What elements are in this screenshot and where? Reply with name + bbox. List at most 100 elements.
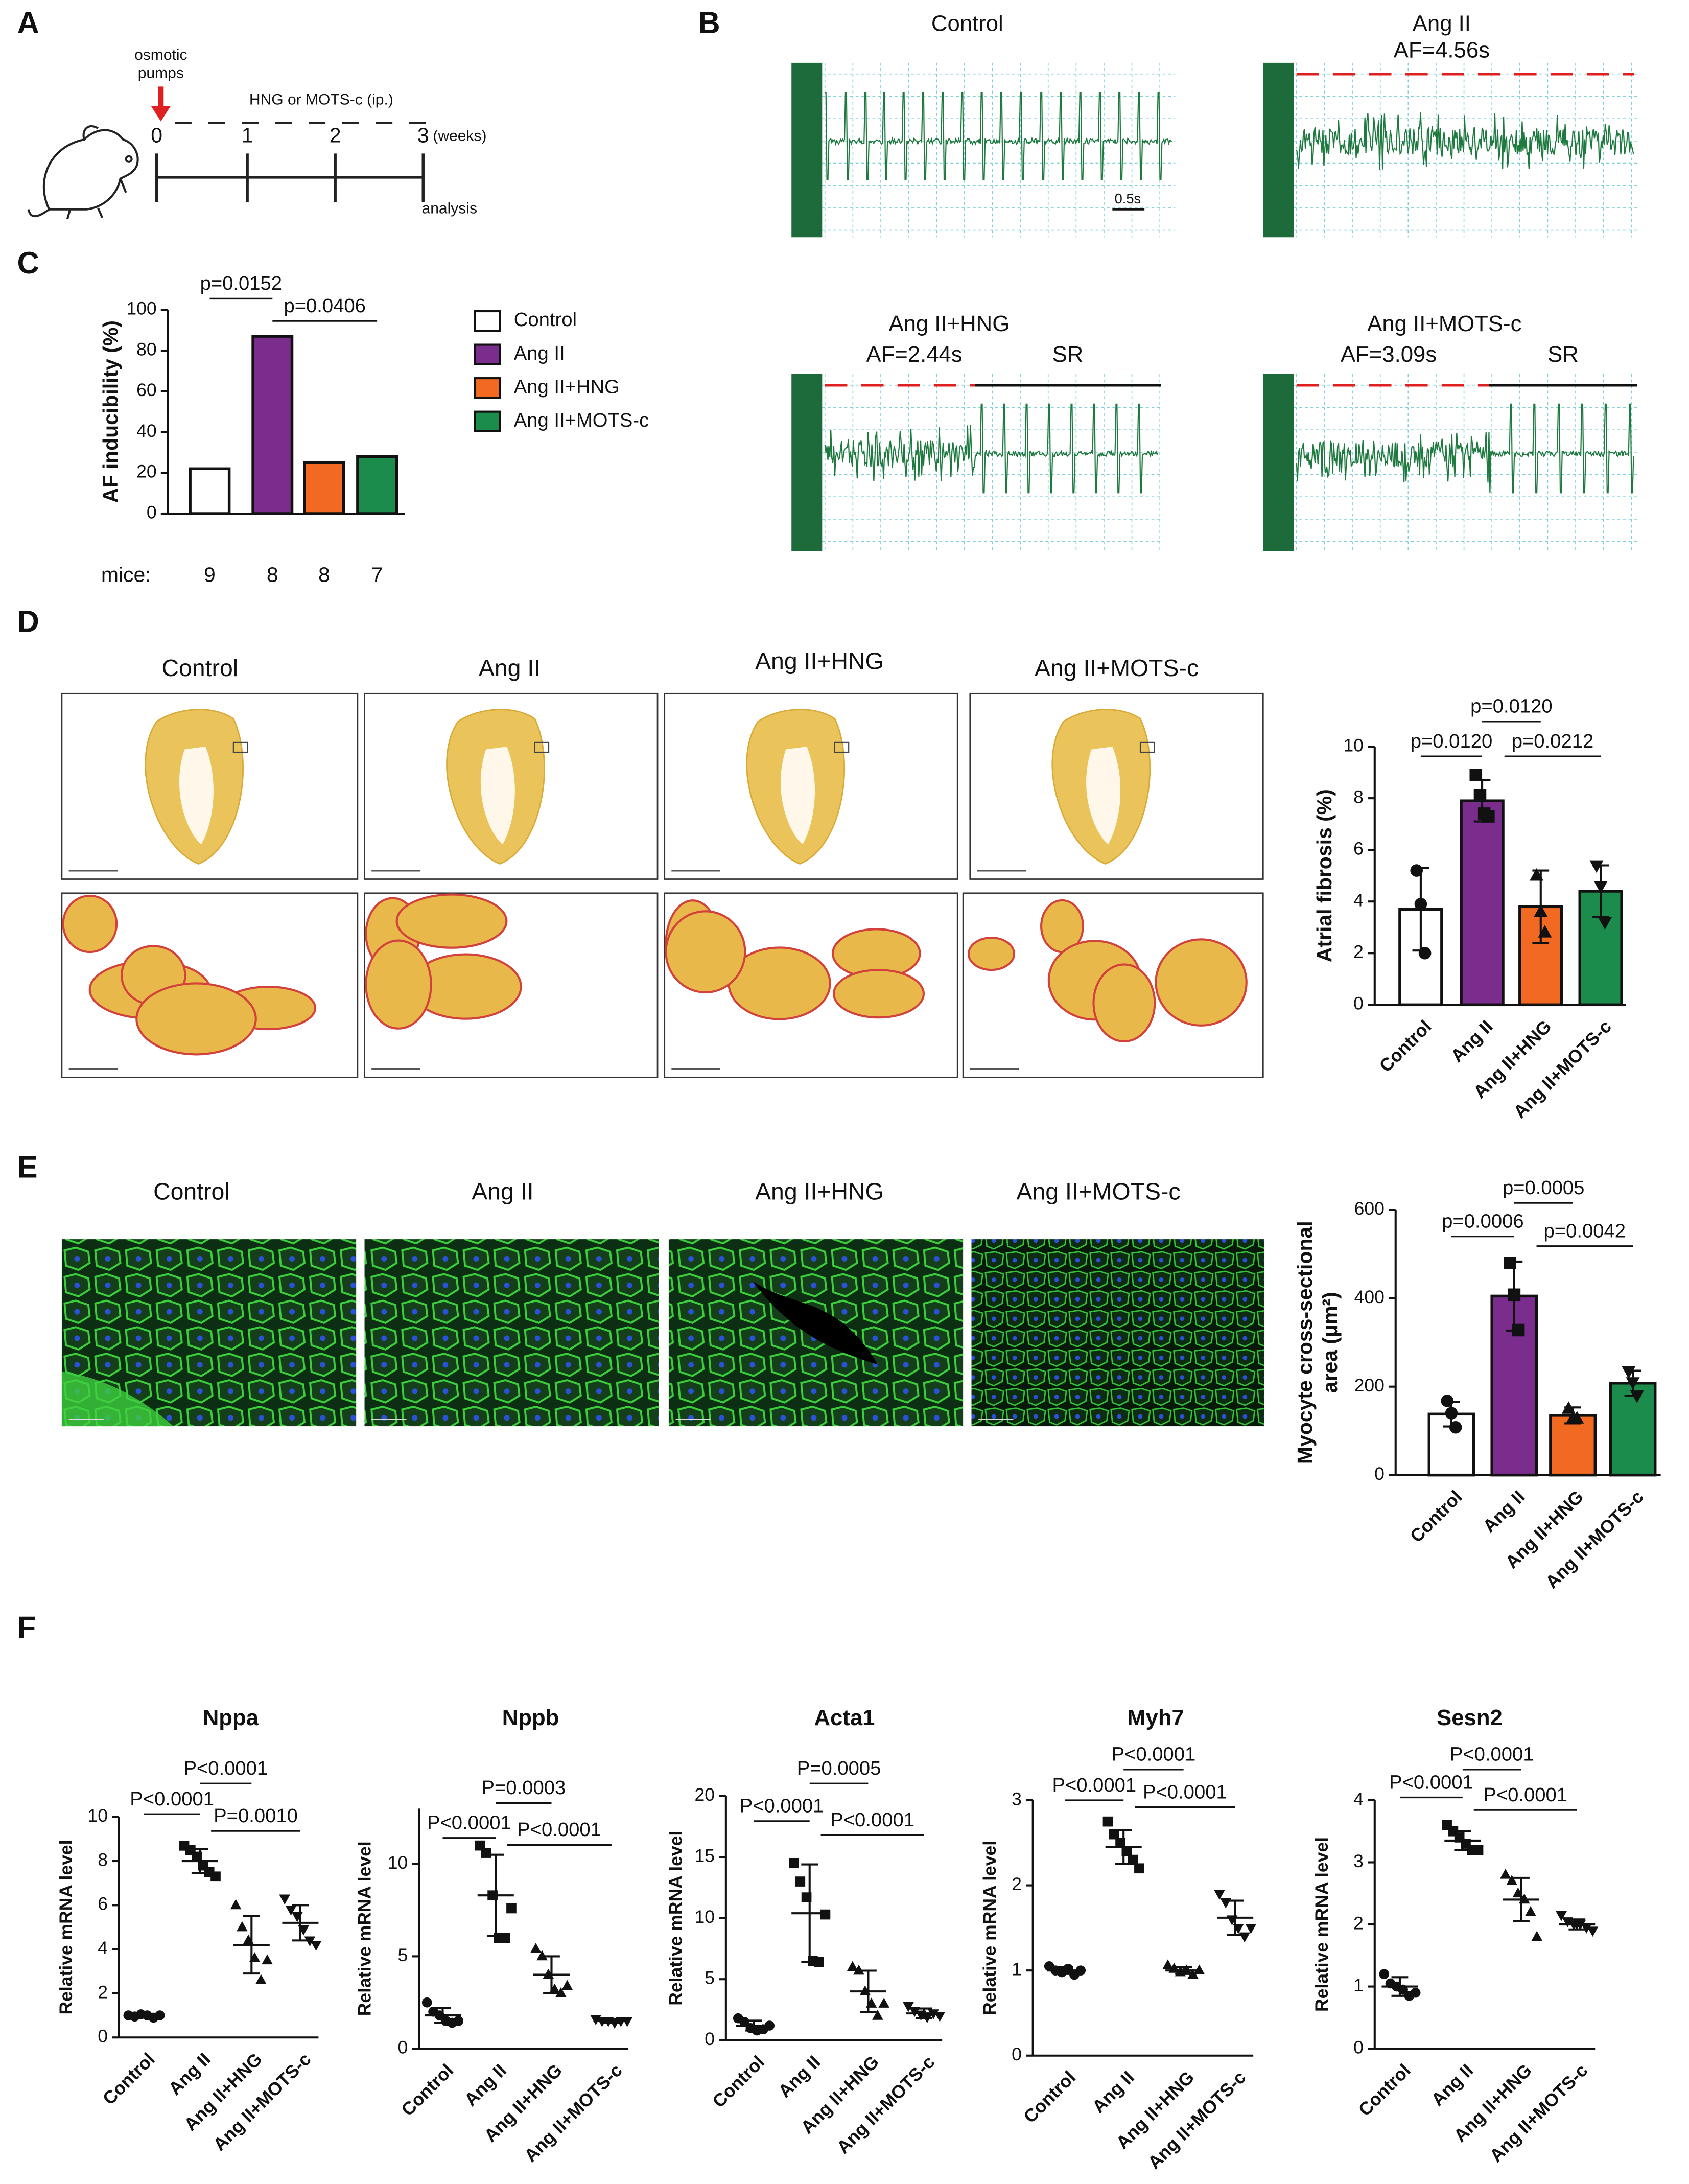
point bbox=[1473, 1845, 1484, 1855]
y-tick-label: 2 bbox=[1353, 942, 1364, 962]
p-value: p=0.0212 bbox=[1512, 730, 1593, 752]
ecg-title: Ang II+MOTS-c bbox=[1367, 311, 1521, 336]
point bbox=[1121, 1846, 1132, 1856]
histology-title: Control bbox=[161, 655, 238, 681]
point bbox=[1593, 881, 1608, 894]
week-unit: (weeks) bbox=[433, 128, 486, 145]
myocardium bbox=[1155, 938, 1248, 1027]
point bbox=[1562, 1917, 1574, 1927]
y-tick-label: 200 bbox=[1354, 1375, 1385, 1396]
y-axis-label: Relative mRNA level bbox=[666, 1831, 686, 2006]
point bbox=[543, 1968, 554, 1979]
y-tick-label: 0 bbox=[705, 2029, 715, 2049]
p-value: p=0.0406 bbox=[284, 295, 365, 317]
point bbox=[536, 1950, 548, 1961]
point bbox=[1410, 864, 1423, 877]
y-tick-label: 20 bbox=[136, 461, 157, 482]
y-tick-label: 4 bbox=[98, 1938, 108, 1958]
y-tick-label: 1 bbox=[1012, 1959, 1022, 1980]
x-tick-label: Ang II bbox=[1088, 2067, 1138, 2117]
endpoint-label: analysis bbox=[422, 200, 478, 217]
legend-label: Ang II+HNG bbox=[514, 376, 620, 398]
pump-label: osmotic bbox=[134, 47, 187, 63]
y-tick-label: 4 bbox=[1353, 890, 1364, 911]
y-tick-label: 80 bbox=[136, 339, 157, 359]
p-value: p=0.0005 bbox=[1503, 1177, 1584, 1199]
point bbox=[1109, 1829, 1119, 1840]
point bbox=[255, 1974, 267, 1984]
count-heading: mice: bbox=[101, 563, 151, 587]
histology-title: Ang II bbox=[479, 655, 541, 681]
panel-label: D bbox=[17, 605, 39, 639]
x-tick-label: Ang II bbox=[1479, 1486, 1529, 1537]
y-tick-label: 3 bbox=[1012, 1788, 1022, 1809]
point bbox=[1508, 1288, 1521, 1302]
point bbox=[1506, 1875, 1517, 1885]
myocardium bbox=[62, 894, 118, 954]
point bbox=[1410, 1987, 1421, 1998]
y-tick-label: 0 bbox=[1374, 1463, 1385, 1484]
mouse-legs bbox=[66, 178, 127, 220]
week-label: 1 bbox=[242, 123, 253, 147]
p-value: P<0.0001 bbox=[130, 1788, 214, 1810]
bar bbox=[251, 335, 294, 515]
y-tick-label: 0 bbox=[1353, 2037, 1364, 2057]
panel-label: A bbox=[17, 6, 39, 40]
point bbox=[1504, 1257, 1516, 1269]
point bbox=[801, 1892, 812, 1902]
point bbox=[1518, 1893, 1530, 1904]
p-value: P<0.0001 bbox=[740, 1795, 824, 1817]
tissue-edge bbox=[61, 1372, 174, 1427]
point bbox=[262, 1954, 273, 1965]
y-axis-label: Myocyte cross-sectional bbox=[1293, 1221, 1317, 1464]
ecg-block bbox=[1263, 62, 1294, 238]
y-tick-label: 15 bbox=[695, 1846, 715, 1866]
point bbox=[1075, 1965, 1086, 1976]
mouse-outline bbox=[27, 125, 139, 218]
y-tick-label: 5 bbox=[397, 1945, 408, 1965]
legend-label: Control bbox=[514, 309, 577, 331]
x-tick-label: Control bbox=[99, 2049, 159, 2109]
point bbox=[1414, 897, 1427, 911]
point bbox=[237, 1921, 248, 1932]
x-tick-label: Ang II bbox=[774, 2052, 824, 2102]
point bbox=[872, 2010, 883, 2020]
y-axis-label: AF inducibility (%) bbox=[99, 320, 122, 503]
point bbox=[1168, 1963, 1180, 1973]
point bbox=[549, 1983, 560, 1994]
y-tick-label: 2 bbox=[1353, 1913, 1364, 1933]
point bbox=[192, 1851, 202, 1862]
x-tick-label: Ang II+MOTS-c bbox=[833, 2052, 939, 2158]
point bbox=[1441, 1395, 1454, 1407]
inset-box bbox=[834, 741, 850, 753]
p-value: P<0.0001 bbox=[1389, 1771, 1473, 1793]
y-tick-label: 6 bbox=[98, 1894, 108, 1914]
point bbox=[1449, 1421, 1462, 1434]
point bbox=[1181, 1964, 1192, 1975]
x-tick-label: Ang II+MOTS-c bbox=[1486, 2060, 1592, 2166]
y-tick-label: 4 bbox=[1353, 1788, 1364, 1809]
point bbox=[865, 1997, 877, 2008]
heart-lumen bbox=[480, 747, 515, 845]
myocardium bbox=[395, 893, 508, 949]
y-tick-label: 0 bbox=[98, 2026, 108, 2047]
point bbox=[279, 1894, 291, 1905]
week-label: 0 bbox=[151, 123, 162, 147]
pump-label: pumps bbox=[138, 65, 184, 82]
week-label: 2 bbox=[330, 123, 341, 147]
point bbox=[555, 1987, 567, 1997]
point bbox=[609, 2018, 620, 2029]
y-tick-label: 0 bbox=[147, 502, 157, 522]
point bbox=[903, 2002, 914, 2012]
bar bbox=[356, 455, 398, 515]
p-value: P<0.0001 bbox=[517, 1819, 601, 1841]
y-tick-label: 10 bbox=[88, 1805, 108, 1826]
if-title: Control bbox=[153, 1178, 230, 1204]
ecg-block bbox=[791, 374, 823, 551]
ecg-title: Ang II bbox=[1413, 11, 1471, 36]
p-value: P<0.0001 bbox=[1483, 1784, 1567, 1806]
y-tick-label: 2 bbox=[98, 1982, 108, 2002]
count-label: 8 bbox=[267, 563, 278, 587]
y-axis-label: Relative mRNA level bbox=[1311, 1837, 1332, 2012]
